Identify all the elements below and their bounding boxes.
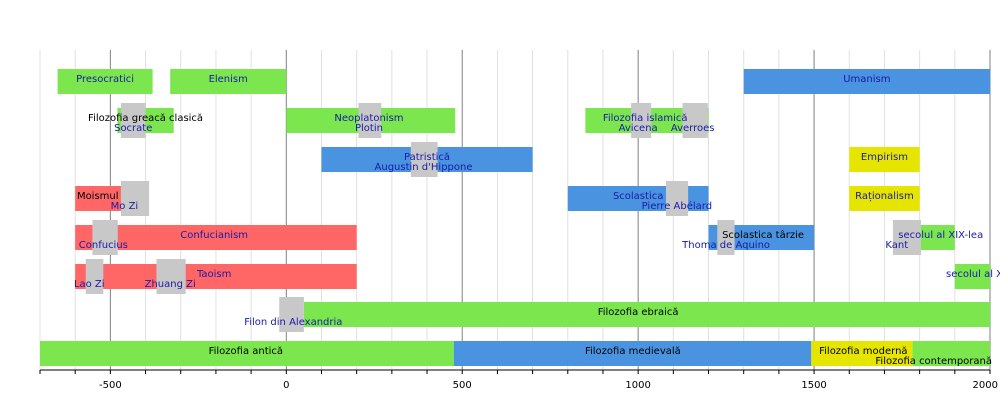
person-label-avicena: Avicena — [619, 123, 658, 134]
bar-label-scolastica-tarzie: Scolastica târzie — [722, 229, 804, 241]
person-label-mo-zi: Mo Zi — [111, 201, 139, 212]
bar-label-secolul-al-xix-lea: secolul al XIX-lea — [898, 230, 983, 241]
bar-label-presocratici: Presocratici — [76, 74, 134, 85]
bar-label-filozofia-greaca-clasica: Filozofia greacă clasică — [88, 113, 203, 124]
person-marker-socrate — [120, 103, 146, 138]
period-bar-elenism — [170, 69, 287, 94]
bar-label-rationalism: Raționalism — [855, 191, 914, 202]
x-tick-label: 1000 — [625, 380, 650, 391]
person-marker-thoma-de-aquino — [717, 220, 735, 255]
person-marker-confucius — [92, 220, 118, 255]
bar-label-confucianism: Confucianism — [180, 230, 248, 241]
person-marker-kant — [892, 220, 922, 255]
x-tick-label: -500 — [99, 380, 122, 391]
period-bar-umanism — [743, 69, 990, 94]
x-tick-label: 500 — [453, 380, 472, 391]
period-bar-filozofia-contemporana — [912, 341, 990, 366]
person-marker-augustin-d-hippone — [410, 142, 438, 177]
person-marker-avicena — [631, 103, 652, 138]
person-label-zhuang-zi: Zhuang Zi — [145, 279, 196, 290]
period-bar-rationalism — [849, 186, 920, 211]
period-bar-taoism — [75, 264, 357, 289]
period-bar-presocratici — [57, 69, 153, 94]
period-bar-moismul — [75, 186, 128, 211]
bar-label-filozofia-medievala: Filozofia medievală — [585, 346, 681, 357]
period-bar-secolul-al-xix-lea — [919, 225, 955, 250]
person-label-plotin: Plotin — [355, 123, 383, 134]
bar-label-neoplatonism: Neoplatonism — [334, 113, 403, 124]
person-markers — [85, 103, 922, 332]
person-label-kant: Kant — [885, 240, 908, 251]
bar-label-scolastica: Scolastica — [613, 191, 663, 202]
x-tick-label: 2000 — [973, 380, 998, 391]
bar-label-taoism: Taoism — [196, 269, 231, 280]
person-label-thoma-de-aquino: Thoma de Aquino — [681, 240, 770, 251]
period-bar-filozofia-ebraica — [303, 302, 990, 327]
bar-label-empirism: Empirism — [861, 152, 908, 163]
person-marker-pierre-abelard — [665, 181, 689, 216]
bar-label-patristica: Patristică — [404, 152, 450, 163]
person-label-averroes: Averroes — [671, 123, 715, 134]
bar-label-filozofia-antica: Filozofia antică — [209, 346, 283, 357]
person-marker-filon-din-alexandria — [279, 297, 304, 332]
person-label-confucius: Confucius — [79, 240, 128, 251]
bar-label-umanism: Umanism — [843, 74, 890, 85]
bar-label-secolul-al-xx-lea: secolul al XX-lea — [946, 269, 1000, 280]
person-label-filon-din-alexandria: Filon din Alexandria — [244, 317, 342, 328]
person-label-socrate: Socrate — [114, 123, 152, 134]
person-label-augustin-d-hippone: Augustin d'Hippone — [375, 162, 473, 173]
person-marker-plotin — [358, 103, 382, 138]
period-bar-filozofia-antica — [40, 341, 454, 366]
bar-label-moismul: Moismul — [77, 191, 119, 202]
bar-label-filozofia-contemporana: Filozofia contemporană — [875, 356, 992, 367]
person-marker-lao-zi — [85, 259, 104, 294]
period-bar-secolul-al-xx-lea — [954, 264, 990, 289]
bar-label-filozofia-moderna: Filozofia modernă — [819, 346, 907, 357]
period-bar-empirism — [849, 147, 920, 172]
person-marker-zhuang-zi — [156, 259, 186, 294]
x-tick-label: 0 — [283, 380, 289, 391]
person-label-lao-zi: Lao Zi — [74, 279, 105, 290]
x-tick-label: 1500 — [801, 380, 826, 391]
person-marker-averroes — [682, 103, 708, 138]
bar-label-filozofia-islamica: Filozofia islamică — [603, 113, 688, 124]
period-bar-filozofia-moderna — [811, 341, 913, 366]
person-marker-mo-zi — [120, 181, 150, 216]
period-bar-filozofia-medievala — [453, 341, 812, 366]
x-axis: -500 0 500 1000 1500 2000 — [39, 369, 998, 391]
bar-label-elenism: Elenism — [209, 74, 248, 85]
period-bar-confucianism — [75, 225, 357, 250]
bar-labels: Presocratici Elenism Umanism Filozofia grea… — [74, 74, 1000, 367]
person-label-pierre-abelard: Pierre Abélard — [642, 200, 712, 212]
bar-label-filozofia-ebraica: Filozofia ebraică — [598, 307, 679, 318]
